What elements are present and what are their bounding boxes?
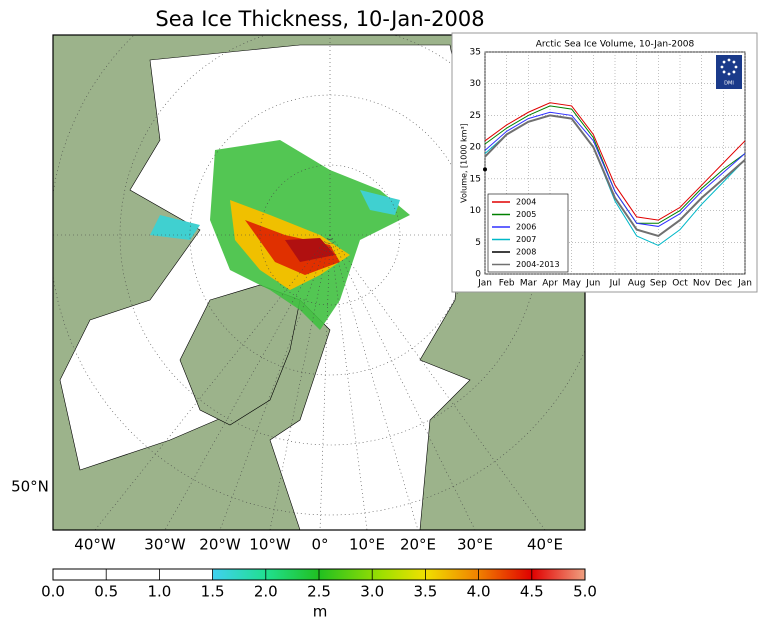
colorbar-tick-label: 5.0 [573,583,597,601]
y-tick-label: 5 [475,238,481,248]
x-tick-label: Dec [715,279,732,289]
x-tick-label: Mar [520,279,537,289]
y-tick-label: 15 [470,174,481,184]
logo-star [727,72,731,76]
legend-label: 2006 [516,223,536,232]
y-tick-label: 35 [470,48,481,58]
colorbar-tick-label: 2.0 [254,583,278,601]
y-tick-label: 25 [470,111,481,121]
logo-star [720,65,724,69]
legend: 2004 2005 2006 2007 2008 2004-2013 [487,193,569,273]
colorbar-tick-label: 4.0 [467,583,491,601]
longitude-label: 20°E [400,536,436,554]
colorbar-tick-label: 1.5 [201,583,225,601]
series-line [484,102,746,221]
longitude-label: 30°E [457,536,493,554]
legend-label: 2004-2013 [516,260,560,269]
y-tick-label: 0 [475,270,481,280]
colorbar-tick-label: 4.5 [520,583,544,601]
chart-title: Arctic Sea Ice Volume, 10-Jan-2008 [536,40,695,50]
logo-star [734,65,738,69]
x-tick-label: Oct [672,279,688,289]
legend-label: 2008 [516,248,536,257]
x-tick-label: Jun [585,279,600,289]
longitude-label: 40°W [74,536,116,554]
longitude-label: 10°W [249,536,291,554]
colorbar-tick-label: 3.0 [360,583,384,601]
logo-text: DMI [724,81,734,87]
logo-star [732,70,736,74]
legend-label: 2007 [516,235,536,244]
logo-star [732,60,736,64]
map-title: Sea Ice Thickness, 10-Jan-2008 [155,7,484,31]
y-tick-label: 30 [470,79,482,89]
colorbar-tick-label: 0.5 [94,583,118,601]
y-axis-label: Volume, [1000 km³] [460,123,469,203]
latitude-label: 50°N [11,478,49,496]
colorbar-tick-label: 3.5 [413,583,437,601]
legend-box [487,193,569,273]
longitude-label: 40°E [527,536,563,554]
logo-star [727,58,731,62]
legend-label: 2005 [516,210,536,219]
ice-max [285,238,335,262]
colorbar-tick-label: 2.5 [307,583,331,601]
y-tick-label: 20 [470,143,482,153]
series-line [484,114,746,238]
longitude-label: 10°E [349,536,385,554]
x-tick-label: Aug [628,279,646,289]
series-line [484,111,746,227]
x-tick-label: Sep [650,279,667,289]
logo-star [722,60,726,64]
longitude-label: 30°W [144,536,186,554]
x-tick-label: Jan [477,279,492,289]
colorbar-tick-label: 1.0 [147,583,171,601]
x-tick-label: May [562,279,581,289]
longitude-label: 20°W [199,536,241,554]
longitude-label: 0° [311,536,328,554]
y-tick-label: 10 [470,206,482,216]
x-tick-label: Feb [499,279,515,289]
point [483,167,487,172]
colorbar-tick-label: 0.0 [41,583,65,601]
ice-thin [150,190,400,240]
x-tick-label: Jul [609,279,621,289]
x-tick-label: Apr [542,279,558,289]
legend-label: 2004 [516,198,536,207]
x-tick-label: Nov [693,279,711,289]
logo-star [722,70,726,74]
x-tick-label: Jan [737,279,752,289]
colorbar-label: m [313,603,328,621]
